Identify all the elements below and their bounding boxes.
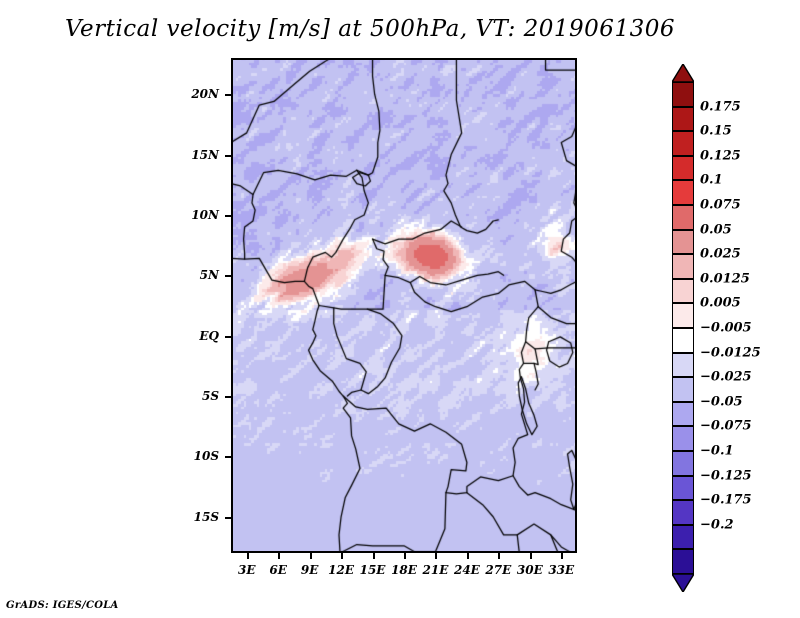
colorbar-tick-label: 0.05 — [700, 222, 732, 238]
y-tick — [225, 154, 231, 157]
x-tick — [278, 553, 281, 559]
colorbar-tick-label: 0.175 — [700, 99, 741, 115]
colorbar-tick-label: −0.025 — [700, 369, 752, 385]
colorbar-tick-label: −0.0125 — [700, 345, 761, 361]
map-plot-area: 3E 6E 9E 12E 15E 18E 21E 24E 27E 30E 33E 20N 15N 10N… — [191, 58, 577, 577]
y-tick-label: 10S — [193, 449, 219, 464]
colorbar-swatch — [672, 549, 694, 574]
page-title: Vertical velocity [m/s] at 500hPa, VT: 2… — [65, 16, 675, 42]
colorbar-tick-label: 0.075 — [700, 197, 741, 213]
colorbar: 0.175 0.15 0.125 0.1 0.075 0.05 0.025 0.0125 0.0… — [668, 62, 798, 594]
y-tick-label: 20N — [191, 87, 219, 102]
colorbar-tick-label: 0.005 — [700, 295, 741, 311]
y-tick — [225, 275, 231, 278]
colorbar-tick-label: 0.15 — [700, 123, 732, 139]
y-tick-label: EQ — [199, 328, 219, 343]
colorbar-swatch — [672, 254, 694, 279]
x-tick — [309, 553, 312, 559]
x-tick-label: 18E — [391, 563, 417, 577]
colorbar-swatch — [672, 524, 694, 550]
y-tick-label: 5N — [199, 268, 219, 283]
x-tick — [404, 553, 406, 559]
footer-credit: GrADS: IGES/COLA — [6, 600, 119, 611]
x-tick — [341, 553, 344, 559]
x-tick — [561, 553, 564, 559]
x-tick-label: 30E — [516, 563, 543, 577]
x-tick-label: 6E — [269, 563, 287, 577]
colorbar-swatch — [672, 205, 694, 230]
colorbar-tick-label: −0.2 — [700, 517, 734, 533]
x-tick — [529, 553, 532, 559]
y-tick — [225, 94, 231, 97]
colorbar-swatch — [672, 401, 694, 427]
x-tick-label: 15E — [359, 563, 386, 577]
y-tick — [225, 396, 231, 399]
colorbar-swatch — [672, 352, 694, 378]
colorbar-swatch — [672, 106, 694, 132]
x-tick-label: 33E — [548, 563, 575, 577]
colorbar-min-arrow — [670, 573, 696, 594]
x-tick-label: 9E — [300, 563, 319, 577]
x-tick-label: 21E — [422, 563, 449, 577]
colorbar-tick-label: 0.1 — [700, 172, 723, 188]
colorbar-swatch — [672, 82, 694, 107]
y-tick — [225, 456, 231, 459]
colorbar-swatch — [672, 155, 694, 181]
colorbar-tick-label: −0.05 — [700, 394, 743, 410]
x-tick — [372, 553, 375, 559]
y-tick — [225, 516, 231, 519]
x-tick — [466, 553, 469, 559]
vertical-velocity-heatmap — [231, 58, 577, 553]
x-tick-label: 27E — [485, 563, 512, 577]
y-tick-label: 15S — [193, 509, 219, 524]
colorbar-max-arrow — [670, 62, 696, 83]
y-tick-label: 10N — [191, 207, 219, 222]
colorbar-swatch — [672, 229, 694, 255]
colorbar-tick-label: −0.125 — [700, 468, 752, 484]
colorbar-tick-label: −0.075 — [700, 418, 752, 434]
colorbar-swatch — [672, 377, 694, 402]
colorbar-swatch — [672, 131, 694, 156]
colorbar-swatch — [672, 328, 694, 353]
colorbar-swatch — [672, 451, 694, 476]
x-tick-label: 3E — [237, 563, 256, 577]
colorbar-swatch — [672, 180, 694, 205]
colorbar-tick-label: −0.175 — [700, 492, 752, 508]
y-tick-label: 15N — [191, 147, 219, 162]
colorbar-swatch — [672, 303, 694, 328]
colorbar-tick-label: 0.0125 — [700, 271, 750, 287]
x-tick — [498, 553, 501, 559]
colorbar-swatch — [672, 278, 694, 304]
colorbar-swatch — [672, 426, 694, 451]
colorbar-swatch — [672, 475, 694, 501]
colorbar-tick-label: −0.1 — [700, 443, 734, 459]
colorbar-tick-label: −0.005 — [700, 320, 752, 336]
y-tick — [225, 335, 231, 338]
x-tick — [435, 553, 438, 559]
x-tick-label: 12E — [328, 563, 355, 577]
y-tick-label: 5S — [201, 389, 219, 404]
x-tick — [246, 553, 249, 559]
colorbar-swatch — [672, 500, 694, 525]
y-tick — [225, 214, 231, 217]
colorbar-tick-label: 0.125 — [700, 148, 741, 164]
colorbar-tick-label: 0.025 — [700, 246, 741, 262]
x-tick-label: 24E — [453, 563, 480, 577]
